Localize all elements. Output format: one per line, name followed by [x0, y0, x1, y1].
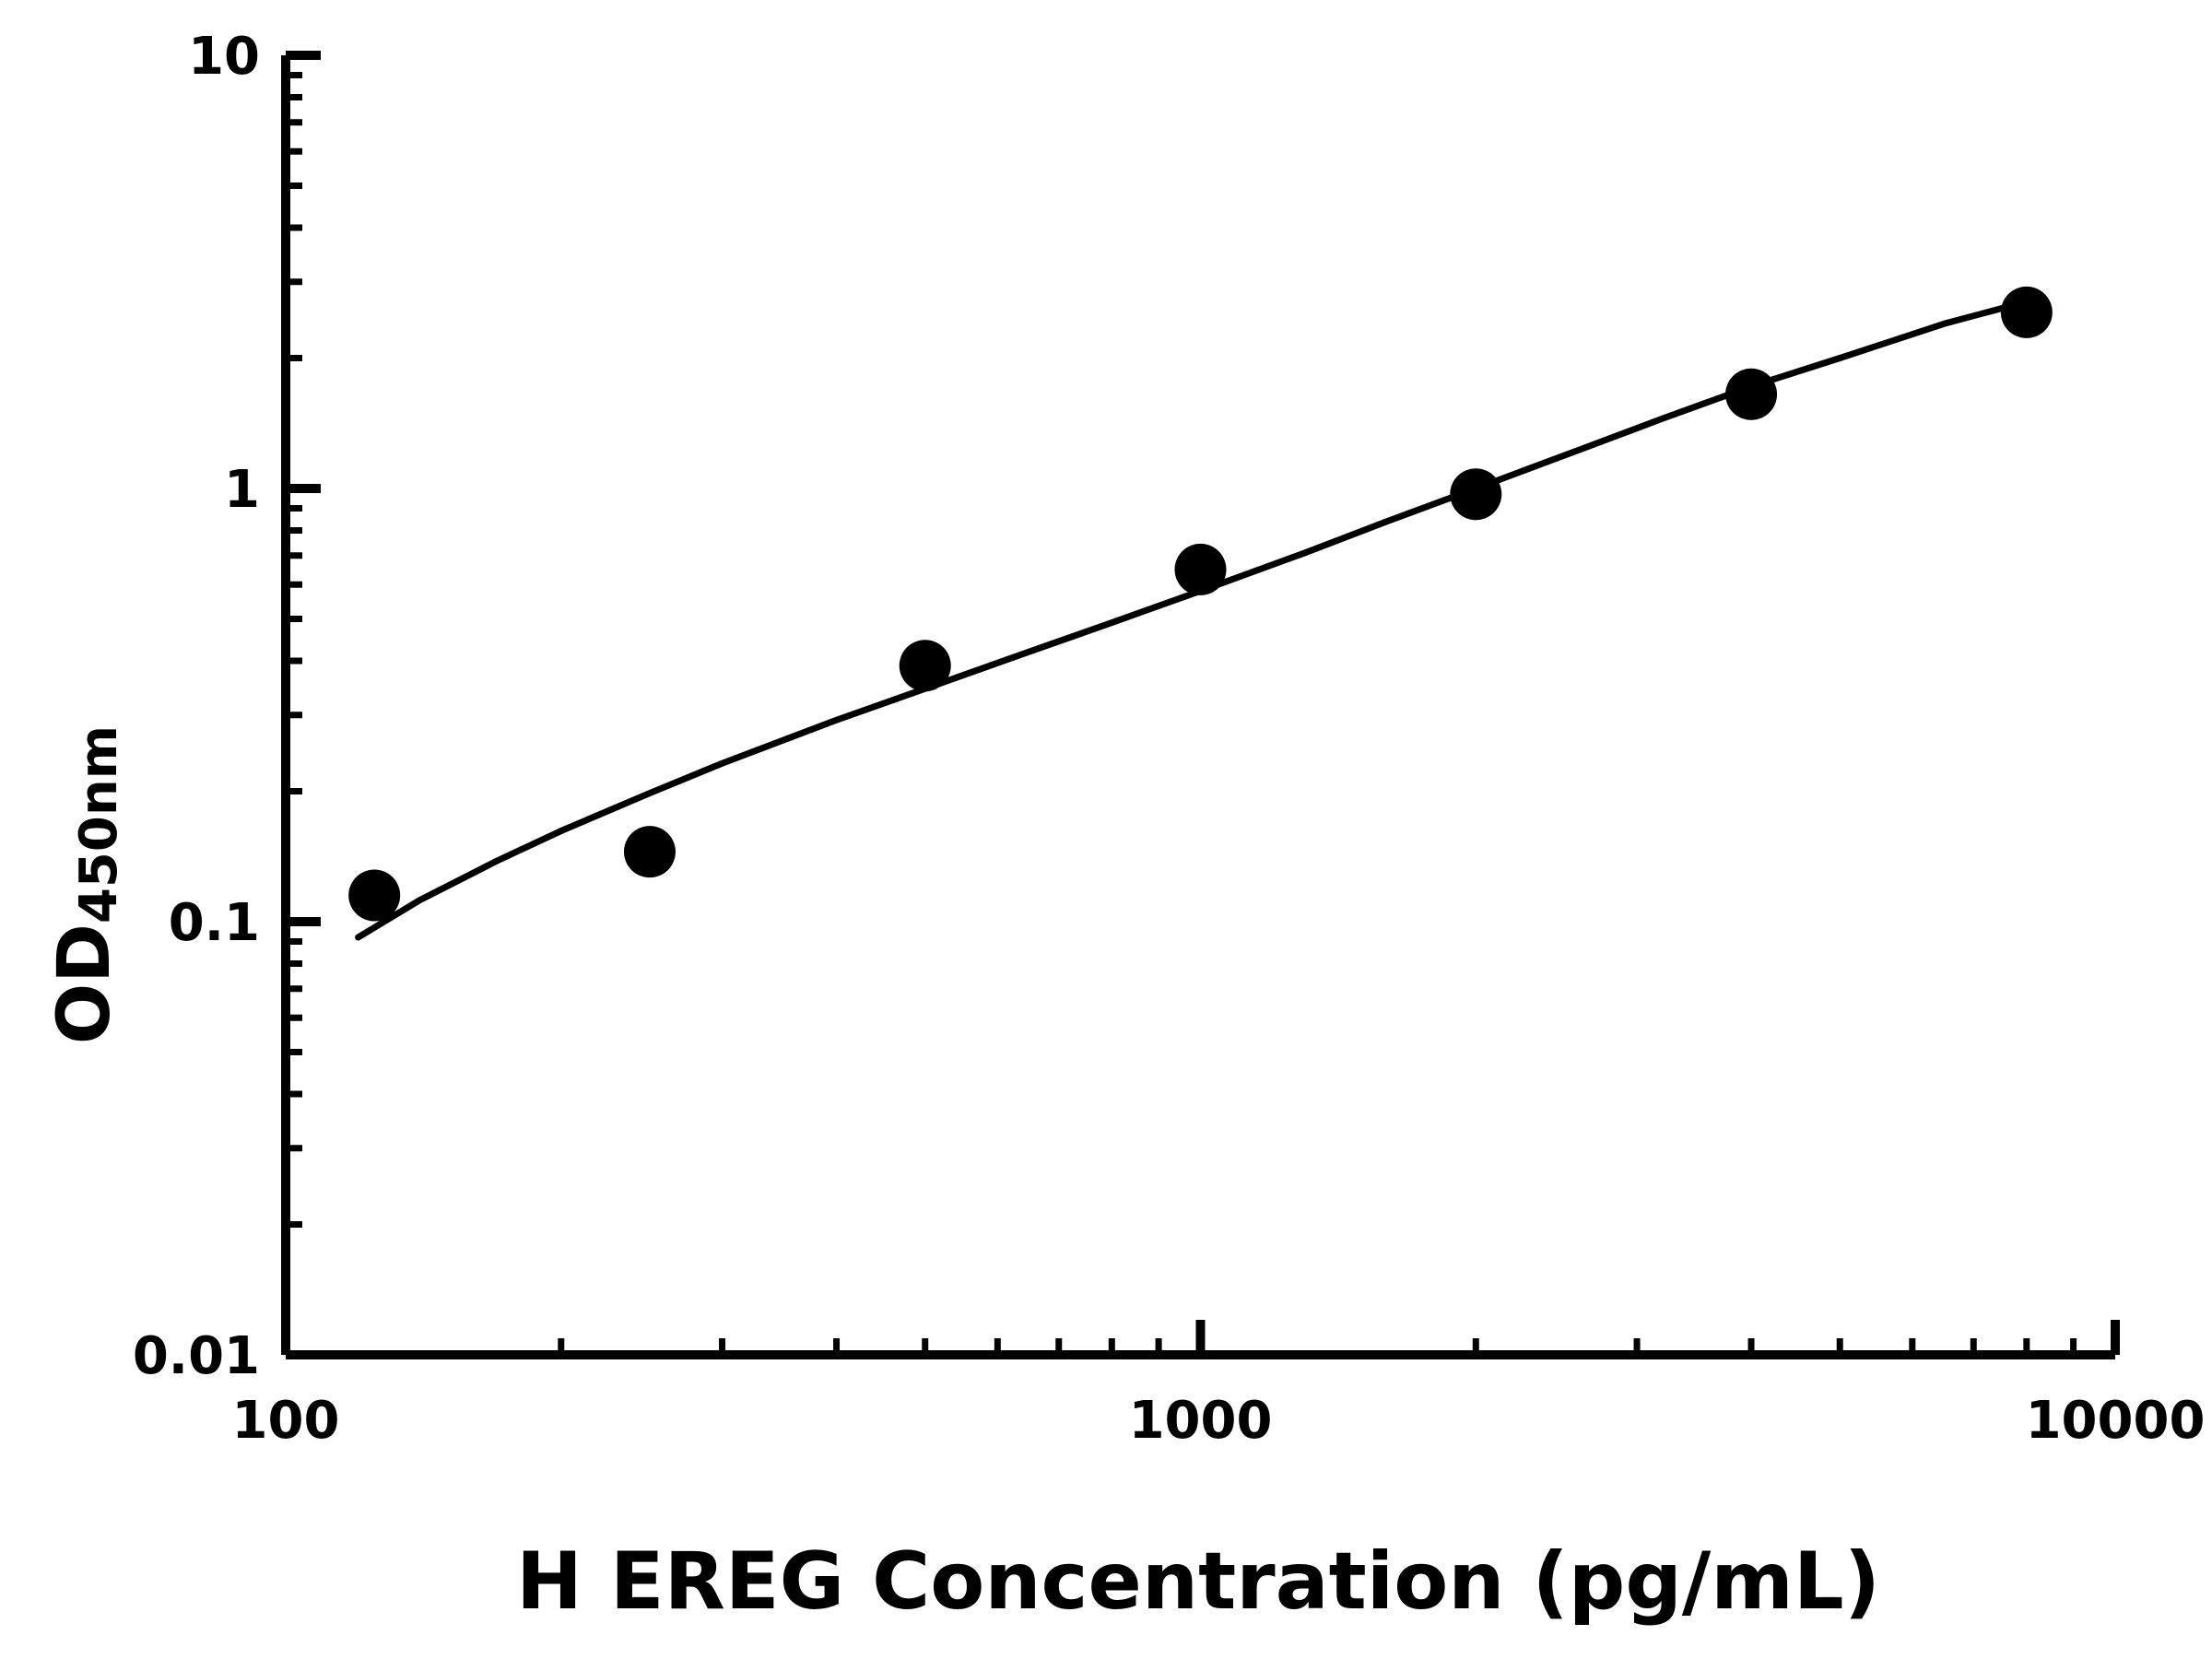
y-tick-label-group: 0.01 0.1 1 10	[133, 27, 260, 1386]
x-tick-label-group: 100 1000 10000	[232, 1391, 2206, 1451]
y-tick-label: 1	[224, 460, 260, 520]
data-point	[1450, 468, 1502, 521]
x-axis-title: H EREG Concentration (pg/mL)	[516, 1535, 1880, 1628]
data-point	[1174, 543, 1227, 595]
data-point	[899, 640, 951, 692]
x-tick-label: 1000	[1129, 1391, 1273, 1451]
y-tick-label: 0.1	[169, 893, 260, 953]
y-axis-ticks	[286, 51, 321, 1359]
data-point	[1725, 368, 1778, 420]
data-point	[348, 869, 401, 922]
y-axis-title-main: OD450nm	[43, 725, 129, 1044]
y-tick-label: 10	[188, 27, 260, 87]
data-point	[2000, 286, 2053, 338]
x-tick-label: 100	[232, 1391, 340, 1451]
y-tick-label: 0.01	[133, 1326, 260, 1386]
axes	[281, 55, 2115, 1359]
data-point-series	[348, 286, 2053, 922]
y-axis-title: OD450nm	[43, 725, 129, 1044]
x-axis-ticks	[281, 1320, 2120, 1355]
x-tick-label: 10000	[2026, 1391, 2206, 1451]
data-point	[623, 826, 676, 878]
